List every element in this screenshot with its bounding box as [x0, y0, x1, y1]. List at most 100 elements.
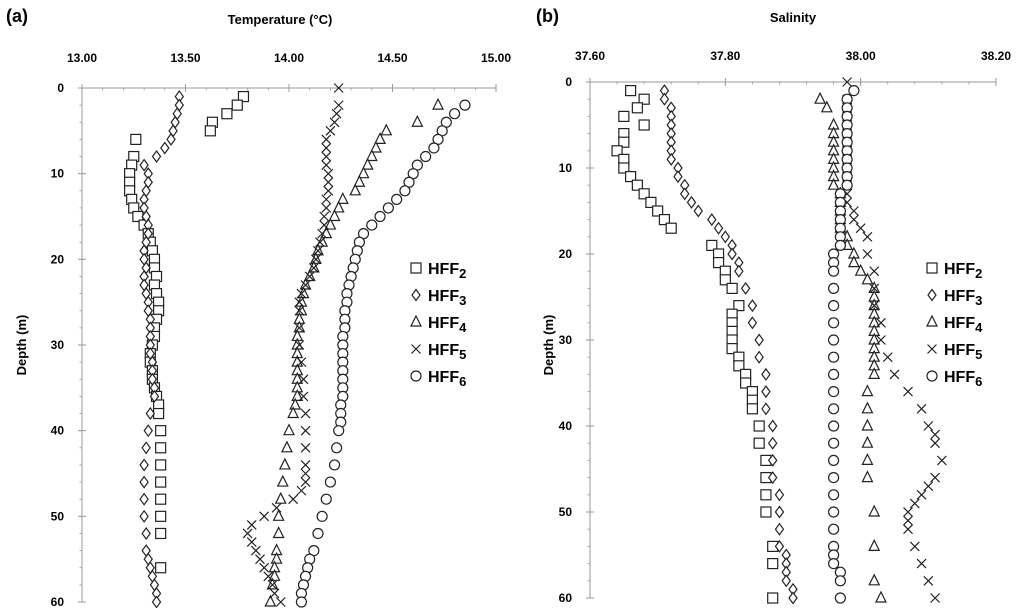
panel-b-legend-triangle-icon: [926, 314, 938, 327]
panel-a-point-hff5: [329, 117, 340, 128]
panel-b-point-hff2: [767, 557, 779, 570]
panel-a-point-hff5: [300, 408, 311, 419]
panel-b-point-hff6: [827, 489, 840, 501]
panel-a-point-hff4: [380, 123, 393, 136]
panel-b-point-hff6: [827, 334, 840, 346]
panel-a-series-hff5: [242, 83, 344, 607]
panel-b-point-hff2: [760, 489, 772, 501]
panel-b-xaxis-title: Salinity: [770, 10, 817, 25]
panel-b-point-hff5: [903, 524, 913, 535]
panel-a-legend-label: HFF5: [428, 342, 466, 362]
panel-b-point-hff3: [686, 195, 697, 209]
panel-a-legend-square-icon: [410, 262, 422, 274]
panel-a-point-hff5: [271, 502, 282, 513]
panel-a-point-hff4: [374, 132, 387, 144]
panel-b-point-hff3: [774, 505, 785, 519]
panel-b-point-hff5: [842, 77, 853, 87]
panel-a-point-hff4: [411, 114, 424, 127]
panel-b-legend-item-hff6: HFF6: [926, 369, 982, 389]
panel-a-point-hff6: [324, 476, 336, 488]
panel-b-point-hff2: [767, 592, 779, 604]
panel-b-point-hff4: [820, 100, 833, 113]
panel-b-point-hff5: [923, 481, 934, 492]
panel-a-point-hff3: [166, 132, 176, 146]
legend-label-base: HFF: [944, 288, 975, 305]
panel-a-point-hff5: [250, 545, 261, 556]
panel-b-point-hff2: [618, 110, 630, 123]
panel-b-point-hff2: [746, 403, 759, 415]
panel-a-x-tick-label: 13.00: [67, 51, 97, 65]
panel-b-point-hff3: [707, 213, 717, 227]
panel-a-legend-item-hff6: HFF6: [410, 369, 466, 389]
panel-b-point-hff6: [827, 472, 840, 484]
panel-a-legend-item-hff3: HFF3: [411, 288, 466, 308]
panel-b-point-hff2: [618, 162, 630, 174]
panel-a-point-hff5: [263, 571, 274, 582]
panel-a-series-hff3: [139, 90, 185, 608]
panel-a-point-hff6: [428, 142, 440, 154]
panel-a-x-tick-label: 14.50: [377, 51, 407, 65]
panel-a-point-hff4: [324, 217, 337, 230]
panel-b-point-hff4: [861, 435, 874, 448]
panel-b-point-hff2: [753, 437, 765, 449]
panel-a-point-hff4: [280, 440, 293, 453]
panel-b-point-hff5: [876, 335, 886, 345]
panel-b-point-hff3: [747, 299, 758, 313]
panel-b-point-hff2: [645, 196, 657, 208]
panel-b-point-hff3: [679, 187, 690, 201]
panel-a-point-hff5: [294, 305, 305, 316]
panel-b-point-hff5: [903, 507, 913, 517]
panel-b-point-hff5: [862, 249, 873, 259]
panel-a-y-tick-label: 20: [51, 252, 65, 266]
panel-b-legend-diamond-icon: [927, 288, 937, 302]
panel-b-point-hff4: [847, 255, 860, 268]
panel-a-point-hff4: [264, 594, 277, 607]
panel-b-point-hff6: [834, 592, 846, 604]
legend-label-subscript: 5: [975, 347, 982, 362]
panel-b-point-hff2: [638, 119, 650, 131]
legend-label-subscript: 4: [975, 320, 983, 335]
panel-b-point-hff3: [734, 264, 744, 278]
panel-b-point-hff2: [760, 506, 772, 518]
panel-a-point-hff5: [246, 537, 257, 547]
panel-b-legend-label: HFF3: [944, 288, 982, 308]
panel-b-point-hff3: [727, 247, 737, 261]
legend-label-subscript: 6: [459, 374, 466, 389]
legend-label-base: HFF: [944, 369, 975, 386]
panel-a-point-hff6: [333, 425, 345, 437]
panel-a-xaxis-title: Temperature (°C): [228, 12, 333, 27]
panel-a-point-hff3: [139, 475, 149, 489]
panel-a-y-tick-label: 40: [51, 424, 65, 438]
legend-label-subscript: 6: [975, 374, 982, 389]
panel-b-point-hff6: [827, 506, 840, 518]
panel-b-point-hff6: [827, 437, 840, 449]
panel-b-point-hff2: [733, 300, 745, 312]
panel-b-point-hff5: [930, 472, 941, 483]
panel-b-point-hff6: [827, 300, 840, 312]
panel-a-point-hff5: [275, 597, 286, 607]
panel-b-point-hff5: [882, 352, 893, 363]
panel-b-point-hff3: [720, 230, 731, 244]
panel-b-point-hff3: [673, 170, 683, 184]
panel-a-point-hff3: [139, 492, 149, 506]
panel-b-point-hff3: [713, 221, 724, 235]
panel-a-point-hff5: [300, 442, 311, 453]
panel-b-point-hff5: [889, 369, 900, 380]
panel-b-y-tick-label: 10: [559, 161, 573, 175]
panel-b-point-hff4: [861, 401, 874, 414]
panel-b-point-hff4: [874, 590, 887, 603]
panel-b-point-hff5: [869, 266, 880, 277]
panel-a-y-tick-label: 60: [51, 595, 65, 608]
panel-b-point-hff3: [761, 367, 771, 381]
panel-a-point-hff4: [291, 389, 304, 401]
panel-b-point-hff6: [827, 368, 840, 380]
panel-b-series-hff5: [842, 77, 947, 603]
panel-b-point-hff3: [774, 539, 785, 553]
panel-a-point-hff4: [283, 423, 295, 436]
panel-a-y-tick-label: 50: [51, 509, 65, 523]
panel-b-point-hff4: [854, 263, 867, 276]
panel-b-x-tick-label: 37.80: [710, 49, 740, 63]
panel-b-point-hff3: [761, 385, 771, 399]
